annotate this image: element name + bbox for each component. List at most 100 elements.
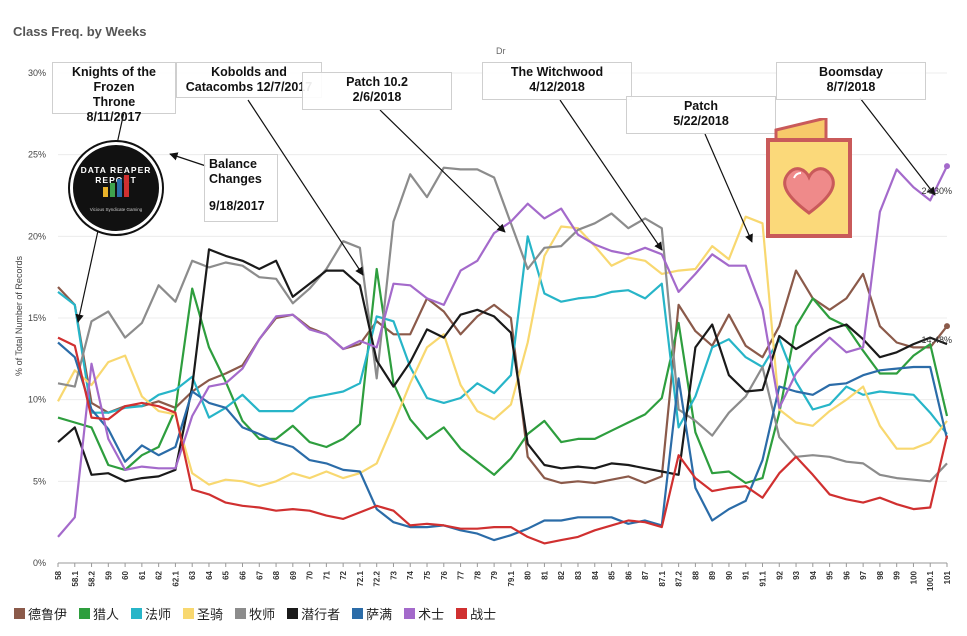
x-tick-label: 64 [205, 570, 214, 579]
legend-item[interactable]: 圣骑 [183, 604, 223, 623]
legend-item[interactable]: 法师 [131, 604, 171, 623]
x-tick-label: 99 [893, 570, 902, 579]
logo-sub: Vicious Syndicate Gaming [89, 207, 143, 212]
legend-label: 牧师 [249, 607, 276, 622]
x-tick-label: 61 [138, 570, 147, 579]
x-tick-label: 78 [473, 570, 482, 579]
series-line-猎人 [57, 267, 949, 485]
x-tick-label: 67 [255, 570, 264, 579]
x-tick-label: 100.1 [926, 570, 935, 591]
x-tick-label: 91 [742, 570, 751, 579]
annotation-line: Patch [683, 99, 719, 113]
y-tick-label: 0% [33, 558, 46, 568]
x-tick-label: 86 [624, 570, 633, 579]
annotation-witchwood: The Witchwood 4/12/2018 [482, 62, 632, 100]
x-tick-label: 85 [608, 570, 617, 579]
x-tick-label: 62 [155, 570, 164, 579]
legend-label: 猎人 [93, 607, 120, 622]
annotation-line: 2/6/2018 [352, 90, 402, 104]
legend-item[interactable]: 潜行者 [287, 604, 340, 623]
x-tick-label: 83 [574, 570, 583, 579]
legend-swatch [352, 608, 364, 619]
annotation-arrow [859, 97, 936, 196]
annotation-line: Changes [209, 172, 262, 186]
x-tick-label: 82 [557, 570, 566, 579]
annotation-line: Knights of the Frozen [71, 65, 156, 94]
annotation-line: Balance [209, 157, 257, 171]
x-tick-label: 68 [272, 570, 281, 579]
x-tick-label: 80 [524, 570, 533, 579]
annotation-line: 9/18/2017 [209, 199, 265, 213]
legend-swatch [404, 608, 416, 619]
legend-item[interactable]: 战士 [456, 604, 496, 623]
y-tick-label: 10% [28, 395, 46, 405]
legend-item[interactable]: 德鲁伊 [14, 604, 67, 623]
annotation-line: The Witchwood [510, 65, 604, 79]
x-tick-label: 60 [121, 570, 130, 579]
x-tick-label: 91.1 [758, 570, 767, 586]
x-tick-label: 75 [423, 570, 432, 579]
x-tick-label: 62.1 [171, 570, 180, 586]
legend-swatch [235, 608, 247, 619]
series-line-圣骑 [57, 215, 948, 488]
legend-label: 战士 [470, 607, 497, 622]
chart-title: Class Freq. by Weeks [13, 24, 147, 39]
annotation-arrow [247, 99, 364, 276]
legend-swatch [287, 608, 299, 619]
x-tick-label: 94 [809, 570, 818, 579]
series-line-德鲁伊 [57, 269, 948, 485]
annotation-arrow [379, 109, 506, 233]
y-axis-label: % of Total Number of Records [14, 256, 24, 376]
x-tick-label: 58.1 [71, 570, 80, 586]
x-tick-label: 87 [641, 570, 650, 579]
series-line-潜行者 [57, 248, 948, 483]
annotation-arrow [169, 152, 207, 167]
end-label-druid: 14.48% [921, 335, 952, 345]
annotation-line: Patch 10.2 [346, 75, 408, 89]
legend-label: 德鲁伊 [28, 607, 68, 622]
y-tick-label: 25% [28, 150, 46, 160]
legend-label: 萨满 [366, 607, 393, 622]
legend-item[interactable]: 萨满 [352, 604, 392, 623]
legend-item[interactable]: 猎人 [79, 604, 119, 623]
legend-item[interactable]: 牧师 [235, 604, 275, 623]
legend-swatch [79, 608, 91, 619]
legend: 德鲁伊 猎人 法师 圣骑 牧师 潜行者 萨满 术士 战士 [14, 604, 496, 623]
annotation-line: 8/7/2018 [826, 80, 876, 94]
line-chart: 0% 5% 10% 15% 20% 25% 30% 58 58.1 58.2 59 60 61 62 62… [14, 68, 952, 591]
x-tick-label: 73 [389, 570, 398, 579]
y-tick-label: 30% [28, 68, 46, 78]
x-tick-label: 88 [691, 570, 700, 579]
top-label: Dr [496, 46, 506, 56]
annotation-line: Catacombs 12/7/2017 [185, 80, 313, 94]
x-tick-label: 77 [457, 570, 466, 579]
x-tick-label: 76 [440, 570, 449, 579]
bar-icon [103, 175, 129, 197]
x-tick-label: 100 [909, 570, 918, 584]
x-tick-label: 58.2 [88, 570, 97, 586]
annotation-boomsday: Boomsday 8/7/2018 [776, 62, 926, 100]
x-tick-label: 87.2 [675, 570, 684, 586]
x-tick-label: 89 [708, 570, 717, 579]
legend-swatch [14, 608, 25, 619]
annotation-kobolds: Kobolds and Catacombs 12/7/2017 [176, 62, 322, 98]
y-tick-label: 20% [28, 231, 46, 241]
x-tick-label: 90 [725, 570, 734, 579]
y-axis: 0% 5% 10% 15% 20% 25% 30% [28, 68, 46, 568]
annotation-line: 4/12/2018 [529, 80, 585, 94]
heart-card-icon [766, 118, 852, 238]
x-tick-label: 74 [406, 570, 415, 579]
x-tick-label: 72.1 [356, 570, 365, 586]
x-tick-label: 79.1 [507, 570, 516, 586]
x-tick-label: 95 [826, 570, 835, 579]
x-tick-label: 63 [188, 570, 197, 579]
legend-item[interactable]: 术士 [404, 604, 444, 623]
x-tick-label: 70 [306, 570, 315, 579]
legend-label: 术士 [418, 607, 445, 622]
legend-swatch [456, 608, 468, 619]
x-tick-label: 69 [289, 570, 298, 579]
x-tick-label: 72 [339, 570, 348, 579]
annotation-arrow [704, 133, 753, 243]
x-tick-label: 81 [540, 570, 549, 579]
x-axis: 58 58.1 58.2 59 60 61 62 62.1 63 64 65 66 67 68 69 70 71… [54, 563, 952, 591]
